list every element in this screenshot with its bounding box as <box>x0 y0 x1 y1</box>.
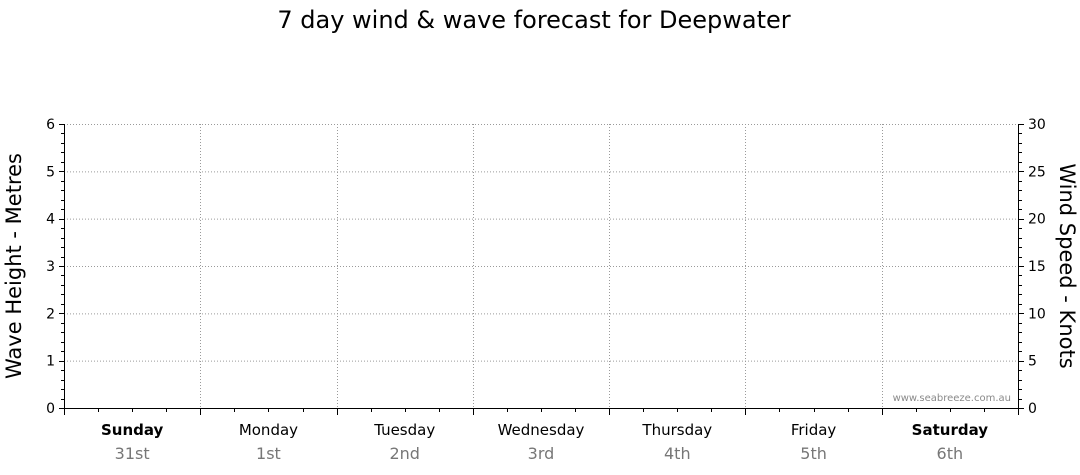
date-label: 5th <box>800 444 827 463</box>
right-tick-label: 0 <box>1028 401 1037 417</box>
grid-lines <box>64 124 1018 408</box>
chart-title: 7 day wind & wave forecast for Deepwater <box>277 6 790 34</box>
left-tick-label: 1 <box>46 354 55 370</box>
axes <box>64 124 1019 415</box>
left-tick-label: 5 <box>46 164 55 180</box>
date-label: 1st <box>256 444 281 463</box>
left-tick-label: 0 <box>46 401 55 417</box>
day-label: Thursday <box>641 421 712 439</box>
right-tick-label: 25 <box>1028 164 1046 180</box>
day-label: Saturday <box>912 421 989 439</box>
right-tick-label: 15 <box>1028 259 1046 275</box>
left-tick-label: 4 <box>46 212 55 228</box>
right-axis-ticks: 0 5 10 15 20 25 30 <box>1018 117 1046 417</box>
right-axis-title: Wind Speed - Knots <box>1055 163 1079 368</box>
date-label: 3rd <box>528 444 555 463</box>
day-label: Wednesday <box>498 421 585 439</box>
left-tick-label: 3 <box>46 259 55 275</box>
date-label: 6th <box>937 444 964 463</box>
left-axis-title: Wave Height - Metres <box>2 153 26 379</box>
left-tick-label: 6 <box>46 117 55 133</box>
right-tick-label: 10 <box>1028 306 1046 322</box>
right-tick-label: 5 <box>1028 354 1037 370</box>
day-label: Friday <box>791 421 837 439</box>
left-tick-label: 2 <box>46 306 55 322</box>
day-label: Monday <box>239 421 298 439</box>
right-tick-label: 20 <box>1028 212 1046 228</box>
left-axis-ticks: 0 1 2 3 4 5 6 <box>46 117 64 417</box>
day-label: Sunday <box>101 421 164 439</box>
date-label: 4th <box>664 444 691 463</box>
day-label: Tuesday <box>373 421 435 439</box>
right-tick-label: 30 <box>1028 117 1046 133</box>
date-label: 31st <box>115 444 150 463</box>
day-labels: Sunday 31st Monday 1st Tuesday 2nd Wednesday 3r… <box>101 421 988 463</box>
date-label: 2nd <box>389 444 419 463</box>
watermark: www.seabreeze.com.au <box>893 393 1011 404</box>
